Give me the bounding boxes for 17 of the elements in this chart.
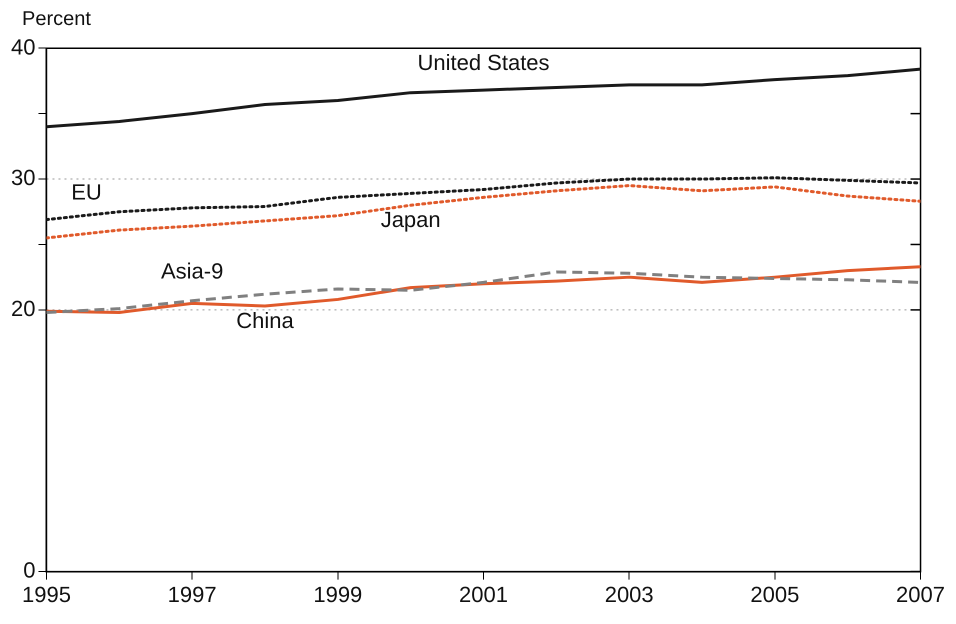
y-tick-label: 20 — [10, 296, 36, 321]
x-tick-label: 1999 — [313, 582, 362, 607]
y-tick-label: 0 — [23, 558, 36, 583]
x-tick-label: 2001 — [459, 582, 508, 607]
x-tick-label: 2005 — [750, 582, 800, 607]
y-axis-title: Percent — [22, 8, 92, 32]
series-label: Japan — [380, 207, 441, 232]
y-tick-label: 30 — [10, 165, 36, 190]
x-tick-label: 1997 — [168, 582, 217, 607]
x-tick-label: 1995 — [22, 582, 71, 607]
series-label: United States — [417, 50, 550, 76]
y-tick-label: 40 — [10, 34, 36, 60]
series-label: China — [236, 308, 294, 333]
x-tick-label: 2007 — [896, 582, 946, 607]
series-label: Asia-9 — [160, 258, 224, 284]
series-label: EU — [71, 180, 102, 205]
x-tick-label: 2003 — [604, 582, 654, 607]
